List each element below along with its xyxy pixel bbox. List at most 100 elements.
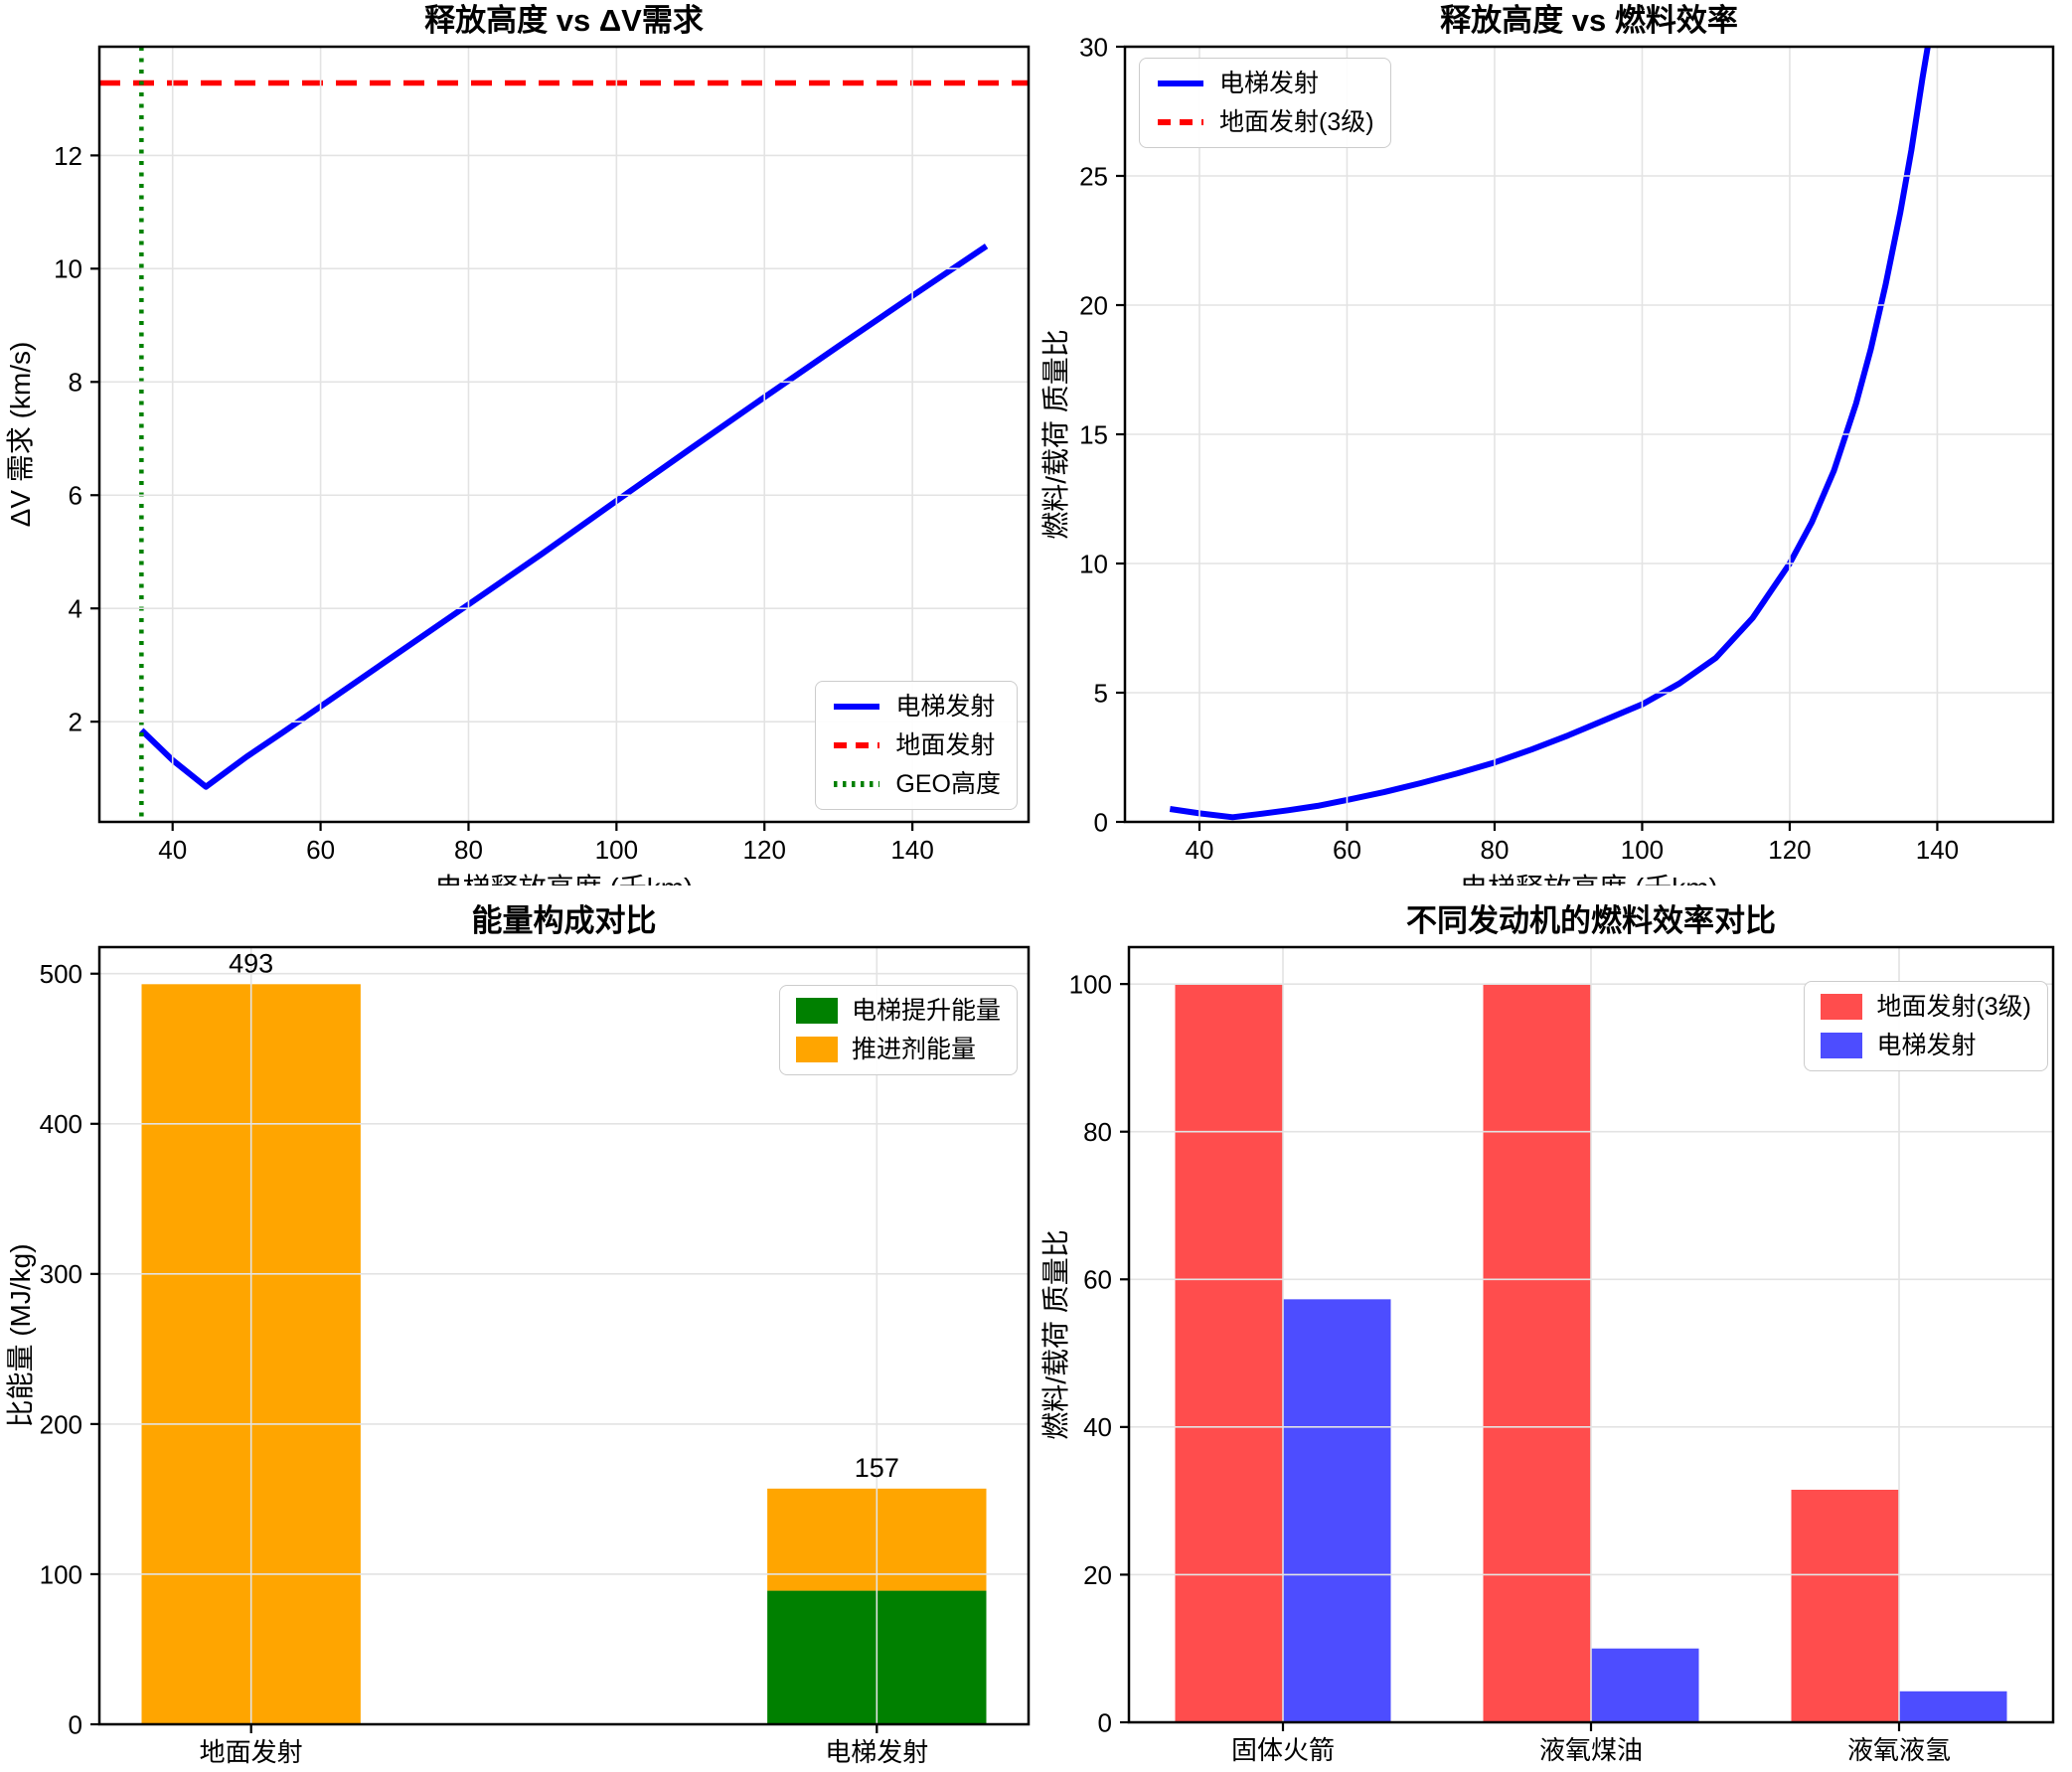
- line-fuel-efficiency-vs-altitude: [1169, 47, 1931, 821]
- bar-engine-fuel-efficiency-1: [1591, 1648, 1699, 1722]
- chart-svg-fuel-efficiency-vs-altitude: 40 60 80 100 120 140 0 5 10 15 20 25 30 释放高度 vs 燃料效率电…: [1040, 3, 2055, 886]
- legend-label: 推进剂能量: [851, 1036, 976, 1063]
- chart-svg-energy-composition: 地面发射 电梯发射 0 100 200 300 400 500 493 157 能量构成对比比能量 …: [5, 903, 1031, 1767]
- legend-label: 电梯发射: [895, 693, 996, 721]
- x-tick-label: 电梯发射: [825, 1737, 928, 1767]
- bar-value-label: 493: [229, 948, 273, 978]
- x-tick-label: 60: [1333, 835, 1361, 865]
- x-tick-label: 40: [1186, 835, 1214, 865]
- y-tick-label: 10: [1079, 549, 1108, 578]
- x-axis-engine-fuel-efficiency: 固体火箭 液氧煤油 液氧液氢: [1231, 1722, 1951, 1765]
- legend-energy-composition: 电梯提升能量 推进剂能量: [778, 985, 1018, 1075]
- y-tick-label: 30: [1079, 32, 1108, 62]
- y-tick-label: 0: [1098, 1707, 1112, 1737]
- x-tick-label: 液氧液氢: [1847, 1735, 1951, 1765]
- bar-engine-fuel-efficiency-0: [1283, 1299, 1391, 1722]
- y-tick-label: 6: [69, 481, 82, 511]
- axes-spines: [97, 45, 1031, 824]
- legend-entry: 推进剂能量: [795, 1035, 1001, 1064]
- chart-title: 不同发动机的燃料效率对比: [1406, 903, 1776, 938]
- y-axis-title: ΔV 需求 (km/s): [5, 342, 36, 528]
- plot-series-fuel-efficiency-vs-altitude: [1169, 47, 1931, 821]
- grid-dv-vs-release-altitude: [99, 47, 1029, 822]
- x-tick-label: 地面发射: [200, 1737, 303, 1767]
- y-tick-label: 0: [69, 1709, 82, 1739]
- legend-entry: 电梯发射: [1156, 69, 1374, 98]
- legend-swatch-dashed-line: [1158, 119, 1203, 125]
- chart-svg-engine-fuel-efficiency: 固体火箭 液氧煤油 液氧液氢 0 20 40 60 80 100 不同发动机的燃料效率对比燃料/载…: [1040, 903, 2055, 1765]
- legend-entry: 电梯发射: [832, 692, 1001, 722]
- legend-swatch-patch: [795, 998, 838, 1024]
- legend-swatch-patch: [795, 1037, 838, 1062]
- chart-title: 释放高度 vs ΔV需求: [424, 3, 704, 38]
- grid-engine-fuel-efficiency: [1129, 947, 2053, 1722]
- legend-swatch-patch: [1821, 994, 1863, 1020]
- y-tick-label: 300: [40, 1259, 82, 1289]
- y-tick-label: 8: [69, 368, 82, 398]
- plot-series-engine-fuel-efficiency: [1175, 984, 2007, 1722]
- y-tick-label: 10: [54, 254, 82, 284]
- y-tick-label: 100: [1069, 970, 1112, 1000]
- y-axis-fuel-efficiency-vs-altitude: 0 5 10 15 20 25 30: [1079, 32, 1125, 837]
- legend-swatch-dotted-line: [834, 781, 880, 787]
- grid-fuel-efficiency-vs-altitude: [1125, 47, 2053, 822]
- y-tick-label: 15: [1079, 419, 1108, 449]
- legend-swatch-dashed-line: [834, 742, 880, 748]
- x-axis-title: 电梯释放高度 (千km): [435, 873, 694, 886]
- x-tick-label: 140: [890, 835, 933, 865]
- x-tick-label: 80: [1481, 835, 1510, 865]
- y-tick-label: 400: [40, 1109, 82, 1139]
- x-tick-label: 100: [595, 835, 638, 865]
- bar-value-label: 157: [855, 1453, 899, 1483]
- x-axis-fuel-efficiency-vs-altitude: 40 60 80 100 120 140: [1186, 822, 1959, 865]
- x-tick-label: 120: [1768, 835, 1811, 865]
- x-axis-energy-composition: 地面发射 电梯发射: [200, 1724, 928, 1767]
- y-tick-label: 25: [1079, 161, 1108, 191]
- chart-fuel-efficiency-vs-altitude: 40 60 80 100 120 140 0 5 10 15 20 25 30 释放高度 vs 燃料效率电…: [1036, 0, 2072, 886]
- bar-engine-fuel-efficiency-1: [1483, 984, 1591, 1722]
- chart-dv-vs-release-altitude: 40 60 80 100 120 140 2 4 6 8 10 12 释放高度 vs ΔV需求电梯释放高…: [0, 0, 1036, 886]
- legend-entry: 电梯提升能量: [795, 996, 1001, 1026]
- bar-engine-fuel-efficiency-0: [1175, 984, 1283, 1722]
- y-tick-label: 0: [1094, 807, 1108, 837]
- bar-engine-fuel-efficiency-2: [1899, 1691, 2007, 1722]
- x-tick-label: 140: [1916, 835, 1959, 865]
- legend-entry: 地面发射(3级): [1821, 992, 2031, 1022]
- grid-energy-composition: [99, 947, 1029, 1724]
- chart-svg-dv-vs-release-altitude: 40 60 80 100 120 140 2 4 6 8 10 12 释放高度 vs ΔV需求电梯释放高…: [5, 3, 1031, 886]
- legend-label: 电梯发射: [1219, 70, 1320, 97]
- legend-label: 地面发射(3级): [1219, 108, 1374, 136]
- legend-label: 地面发射(3级): [1876, 993, 2031, 1021]
- y-tick-label: 20: [1079, 290, 1108, 320]
- y-axis-engine-fuel-efficiency: 0 20 40 60 80 100: [1069, 970, 1129, 1737]
- chart-energy-composition: 地面发射 电梯发射 0 100 200 300 400 500 493 157 能量构成对比 比能量 …: [0, 886, 1036, 1772]
- y-tick-label: 2: [69, 708, 82, 737]
- legend-label: 电梯发射: [1876, 1032, 1977, 1059]
- y-tick-label: 40: [1083, 1412, 1112, 1442]
- legend-label: 电梯提升能量: [851, 997, 1001, 1025]
- legend-swatch-patch: [1821, 1033, 1863, 1058]
- y-axis-title: 比能量 (MJ/kg): [5, 1243, 36, 1427]
- y-tick-label: 500: [40, 959, 82, 989]
- y-tick-label: 5: [1094, 678, 1108, 708]
- legend-engine-fuel-efficiency: 地面发射(3级) 电梯发射: [1804, 981, 2048, 1071]
- x-tick-label: 固体火箭: [1231, 1735, 1335, 1765]
- legend-entry: 电梯发射: [1821, 1031, 2031, 1060]
- x-tick-label: 80: [454, 835, 483, 865]
- y-axis-energy-composition: 0 100 200 300 400 500: [40, 959, 99, 1739]
- x-tick-label: 120: [743, 835, 786, 865]
- legend-label: 地面发射: [895, 731, 996, 759]
- legend-fuel-efficiency-vs-altitude: 电梯发射地面发射(3级): [1139, 58, 1391, 148]
- legend-swatch-solid-line: [1158, 81, 1203, 86]
- y-tick-label: 12: [54, 141, 82, 171]
- y-axis-dv-vs-release-altitude: 2 4 6 8 10 12: [54, 141, 99, 737]
- legend-entry: 地面发射: [832, 730, 1001, 760]
- plot-series-energy-composition: [141, 984, 987, 1724]
- legend-entry: 地面发射(3级): [1156, 107, 1374, 137]
- chart-title: 释放高度 vs 燃料效率: [1440, 3, 1738, 38]
- x-tick-label: 100: [1621, 835, 1664, 865]
- x-tick-label: 40: [158, 835, 187, 865]
- x-tick-label: 60: [306, 835, 335, 865]
- y-tick-label: 80: [1083, 1117, 1112, 1147]
